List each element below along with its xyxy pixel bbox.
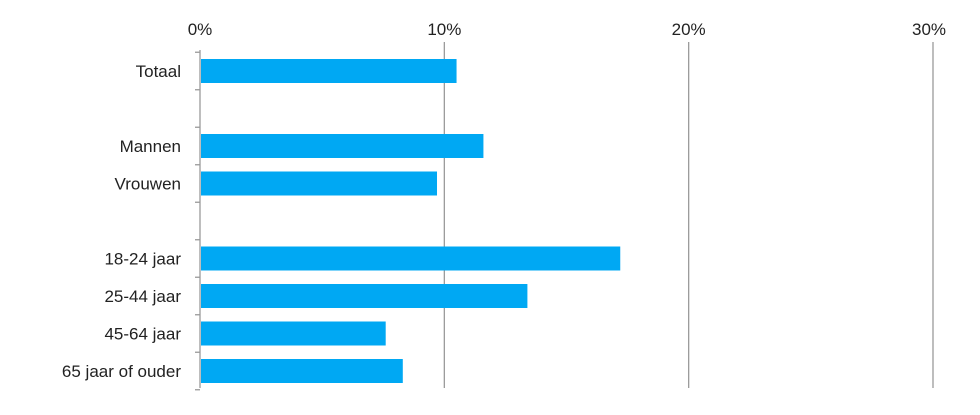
x-tick-label: 10% xyxy=(427,20,461,39)
bar xyxy=(201,59,457,83)
category-label: Totaal xyxy=(136,62,181,81)
x-tick-label: 0% xyxy=(188,20,213,39)
gridlines xyxy=(443,42,934,388)
x-tick-label: 20% xyxy=(672,20,706,39)
category-labels: Totaal Mannen Vrouwen 18-24 jaar 25-44 jaar 4… xyxy=(62,62,181,381)
bar xyxy=(201,171,438,196)
bar xyxy=(201,246,621,271)
bar xyxy=(201,359,403,383)
bar xyxy=(201,284,528,308)
category-label: 18-24 jaar xyxy=(104,250,181,269)
category-axis xyxy=(195,50,201,391)
bars xyxy=(201,59,621,383)
x-tick-labels: 0% 10% 20% 30% xyxy=(188,20,946,39)
bar xyxy=(201,321,386,346)
bar xyxy=(201,134,484,158)
category-label: 25-44 jaar xyxy=(104,287,181,306)
x-tick-label: 30% xyxy=(912,20,946,39)
category-label: 45-64 jaar xyxy=(104,325,181,344)
category-label: Mannen xyxy=(120,137,181,156)
category-label: 65 jaar of ouder xyxy=(62,362,181,381)
category-label: Vrouwen xyxy=(115,175,181,194)
